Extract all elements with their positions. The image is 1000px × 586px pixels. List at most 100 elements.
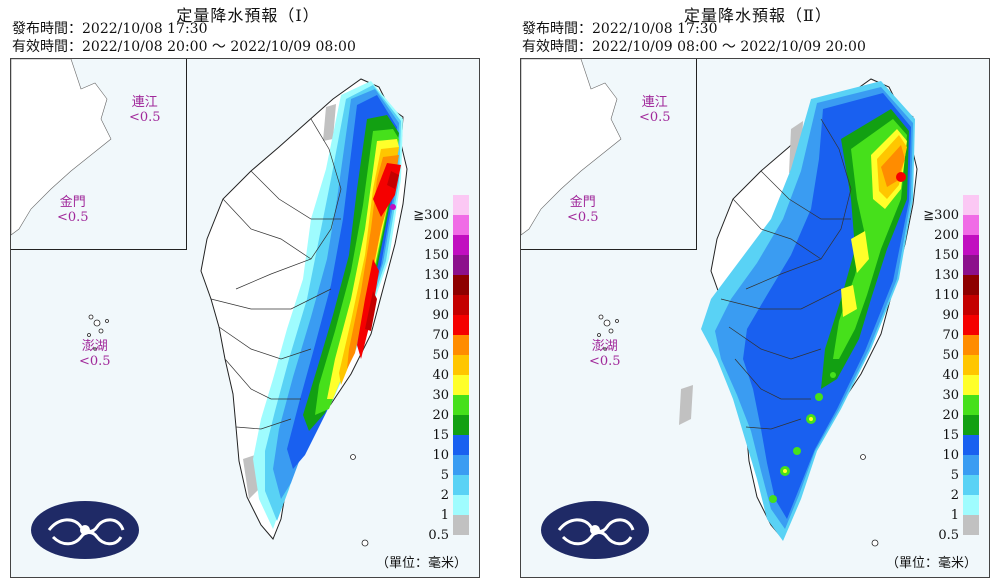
legend-swatch-1 xyxy=(453,495,469,515)
panel-title: 定量降水預報（Ⅱ） xyxy=(684,6,832,25)
offshore-islands-icon xyxy=(860,454,879,547)
legend-label: 150 xyxy=(934,248,959,263)
legend-swatch-5 xyxy=(963,455,979,475)
inset-coastline-icon xyxy=(521,59,622,236)
kinmen-label: 金門 <0.5 xyxy=(567,195,599,225)
legend-swatch-30 xyxy=(453,375,469,395)
legend-swatch-30 xyxy=(963,375,979,395)
cwb-logo-icon xyxy=(541,501,649,559)
legend-swatch-70 xyxy=(963,315,979,335)
matsu-label: 連江 <0.5 xyxy=(639,95,671,125)
legend-label: 1 xyxy=(950,508,959,523)
rain-area-50 xyxy=(881,145,905,187)
legend-label: 1 xyxy=(440,508,449,523)
taiwan-rainfall-map xyxy=(597,78,918,547)
legend-swatch-0.5 xyxy=(453,515,469,535)
legend-swatch-300 xyxy=(453,195,469,215)
legend-label: 130 xyxy=(424,268,449,283)
legend-label: 90 xyxy=(432,308,449,323)
rain-area-70 xyxy=(896,172,906,182)
legend-swatch-2 xyxy=(453,475,469,495)
legend-label: 15 xyxy=(942,428,959,443)
legend-label: 20 xyxy=(942,408,959,423)
legend-swatch-40 xyxy=(453,355,469,375)
issued-time: 發布時間：2022/10/08 17:30 xyxy=(12,21,208,37)
rain-area-0.5 xyxy=(243,104,336,499)
unit-label: （單位：毫米） xyxy=(885,556,977,571)
map-frame: 連江 <0.5 金門 <0.5 澎湖 <0.5 ≧300 xyxy=(10,58,480,578)
valid-time: 有效時間：2022/10/09 08:00 ～ 2022/10/09 20:00 xyxy=(522,39,866,55)
legend-swatch-110 xyxy=(453,275,469,295)
legend-label: 70 xyxy=(432,328,449,343)
legend-swatch-150 xyxy=(453,235,469,255)
legend-label: 20 xyxy=(432,408,449,423)
legend-swatch-50 xyxy=(453,335,469,355)
legend-swatch-15 xyxy=(963,415,979,435)
outlying-islands-inset xyxy=(521,59,697,250)
legend-swatch-10 xyxy=(963,435,979,455)
legend-label: 0.5 xyxy=(428,528,449,543)
legend-label: 130 xyxy=(934,268,959,283)
rain-area-70 xyxy=(357,163,401,359)
legend-label: 5 xyxy=(440,468,449,483)
legend-swatch-1 xyxy=(963,495,979,515)
legend-label: 15 xyxy=(432,428,449,443)
legend-label: ≧300 xyxy=(923,208,959,223)
legend-swatch-90 xyxy=(963,295,979,315)
penghu-label: 澎湖 <0.5 xyxy=(79,339,111,369)
legend-label: 50 xyxy=(432,348,449,363)
legend-label: 70 xyxy=(942,328,959,343)
legend-label: 200 xyxy=(934,228,959,243)
rain-cells-20 xyxy=(769,372,836,503)
legend-swatch-0.5 xyxy=(963,515,979,535)
legend-label: 50 xyxy=(942,348,959,363)
penghu-islands-icon xyxy=(597,314,619,351)
legend-swatch-50 xyxy=(963,335,979,355)
penghu-islands-icon xyxy=(87,314,109,351)
legend-label: 30 xyxy=(432,388,449,403)
legend-label: 30 xyxy=(942,388,959,403)
legend-swatch-20 xyxy=(453,395,469,415)
county-borders xyxy=(720,118,852,430)
legend-swatch-70 xyxy=(453,315,469,335)
forecast-panel-1: 定量降水預報（Ⅰ） 發布時間：2022/10/08 17:30 有效時間：202… xyxy=(8,0,488,586)
legend-label: 110 xyxy=(424,288,449,303)
inset-coastline-icon xyxy=(11,59,112,236)
valid-time: 有效時間：2022/10/08 20:00 ～ 2022/10/09 08:00 xyxy=(12,39,356,55)
penghu-label: 澎湖 <0.5 xyxy=(589,339,621,369)
kinmen-label: 金門 <0.5 xyxy=(57,195,89,225)
legend-swatch-200 xyxy=(453,215,469,235)
legend-swatch-130 xyxy=(963,255,979,275)
legend-label: 10 xyxy=(432,448,449,463)
legend-swatch-300 xyxy=(963,195,979,215)
issued-time: 發布時間：2022/10/08 17:30 xyxy=(522,21,718,37)
rain-area-150 xyxy=(390,204,396,210)
rain-cells-30 xyxy=(783,417,813,473)
legend-label: 2 xyxy=(950,488,959,503)
legend-label: 40 xyxy=(432,368,449,383)
legend-swatch-2 xyxy=(963,475,979,495)
map-frame: 連江 <0.5 金門 <0.5 澎湖 <0.5 ≧300 xyxy=(520,58,990,578)
outlying-islands-inset xyxy=(11,59,187,250)
legend-swatch-40 xyxy=(963,355,979,375)
legend-label: 2 xyxy=(440,488,449,503)
legend-label: ≧300 xyxy=(413,208,449,223)
panel-title: 定量降水預報（Ⅰ） xyxy=(176,6,320,25)
legend-swatch-15 xyxy=(453,415,469,435)
legend-label: 110 xyxy=(934,288,959,303)
rain-area-0.5 xyxy=(679,121,803,425)
legend-swatch-200 xyxy=(963,215,979,235)
cwb-logo-icon xyxy=(31,501,139,559)
legend-swatch-10 xyxy=(453,435,469,455)
rain-area-90 xyxy=(365,171,399,331)
legend-swatch-90 xyxy=(453,295,469,315)
county-borders xyxy=(210,118,342,430)
forecast-panel-2: 定量降水預報（Ⅱ） 發布時間：2022/10/08 17:30 有效時間：202… xyxy=(518,0,998,586)
legend-label: 10 xyxy=(942,448,959,463)
legend-label: 0.5 xyxy=(938,528,959,543)
legend-label: 40 xyxy=(942,368,959,383)
unit-label: （單位：毫米） xyxy=(375,556,467,571)
legend-label: 90 xyxy=(942,308,959,323)
legend-swatch-130 xyxy=(453,255,469,275)
matsu-label: 連江 <0.5 xyxy=(129,95,161,125)
